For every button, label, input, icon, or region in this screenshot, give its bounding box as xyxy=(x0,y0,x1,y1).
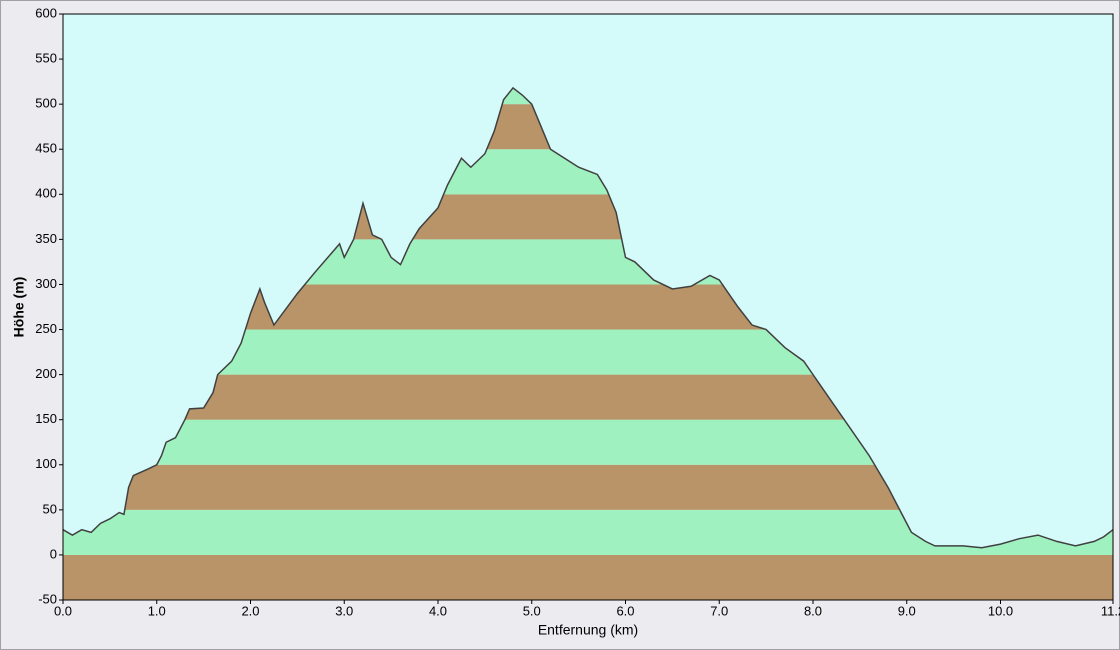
x-tick-label: 6.0 xyxy=(616,603,634,618)
y-tick-label: 550 xyxy=(35,51,57,66)
x-tick-label: 2.0 xyxy=(241,603,259,618)
plot-border xyxy=(62,13,1114,601)
y-tick-label: 350 xyxy=(35,231,57,246)
band xyxy=(63,554,1113,600)
x-tick-label: 1.0 xyxy=(148,603,166,618)
y-tick-label: 100 xyxy=(35,456,57,471)
y-tick-label: 0 xyxy=(50,546,57,561)
x-tick-label: 10.0 xyxy=(988,603,1013,618)
x-tick-label: 3.0 xyxy=(335,603,353,618)
y-tick-label: 250 xyxy=(35,321,57,336)
x-tick-label: 9.0 xyxy=(898,603,916,618)
x-tick-label: 11.2 xyxy=(1101,603,1120,618)
x-tick-label: 4.0 xyxy=(429,603,447,618)
x-tick-label: 0.0 xyxy=(54,603,72,618)
x-axis-label: Entfernung (km) xyxy=(538,622,638,638)
y-tick-label: 450 xyxy=(35,141,57,156)
y-tick-label: 300 xyxy=(35,276,57,291)
y-tick-label: 600 xyxy=(35,5,57,20)
y-tick-label: 200 xyxy=(35,366,57,381)
y-tick-label: 400 xyxy=(35,186,57,201)
y-tick-label: 150 xyxy=(35,411,57,426)
y-tick-label: 50 xyxy=(43,501,57,516)
x-tick-label: 8.0 xyxy=(804,603,822,618)
x-tick-label: 5.0 xyxy=(523,603,541,618)
elevation-line xyxy=(62,86,1114,549)
y-tick-label: 500 xyxy=(35,96,57,111)
y-tick-label: -50 xyxy=(38,591,57,606)
x-tick-label: 7.0 xyxy=(710,603,728,618)
y-axis-label: Höhe (m) xyxy=(11,277,27,338)
